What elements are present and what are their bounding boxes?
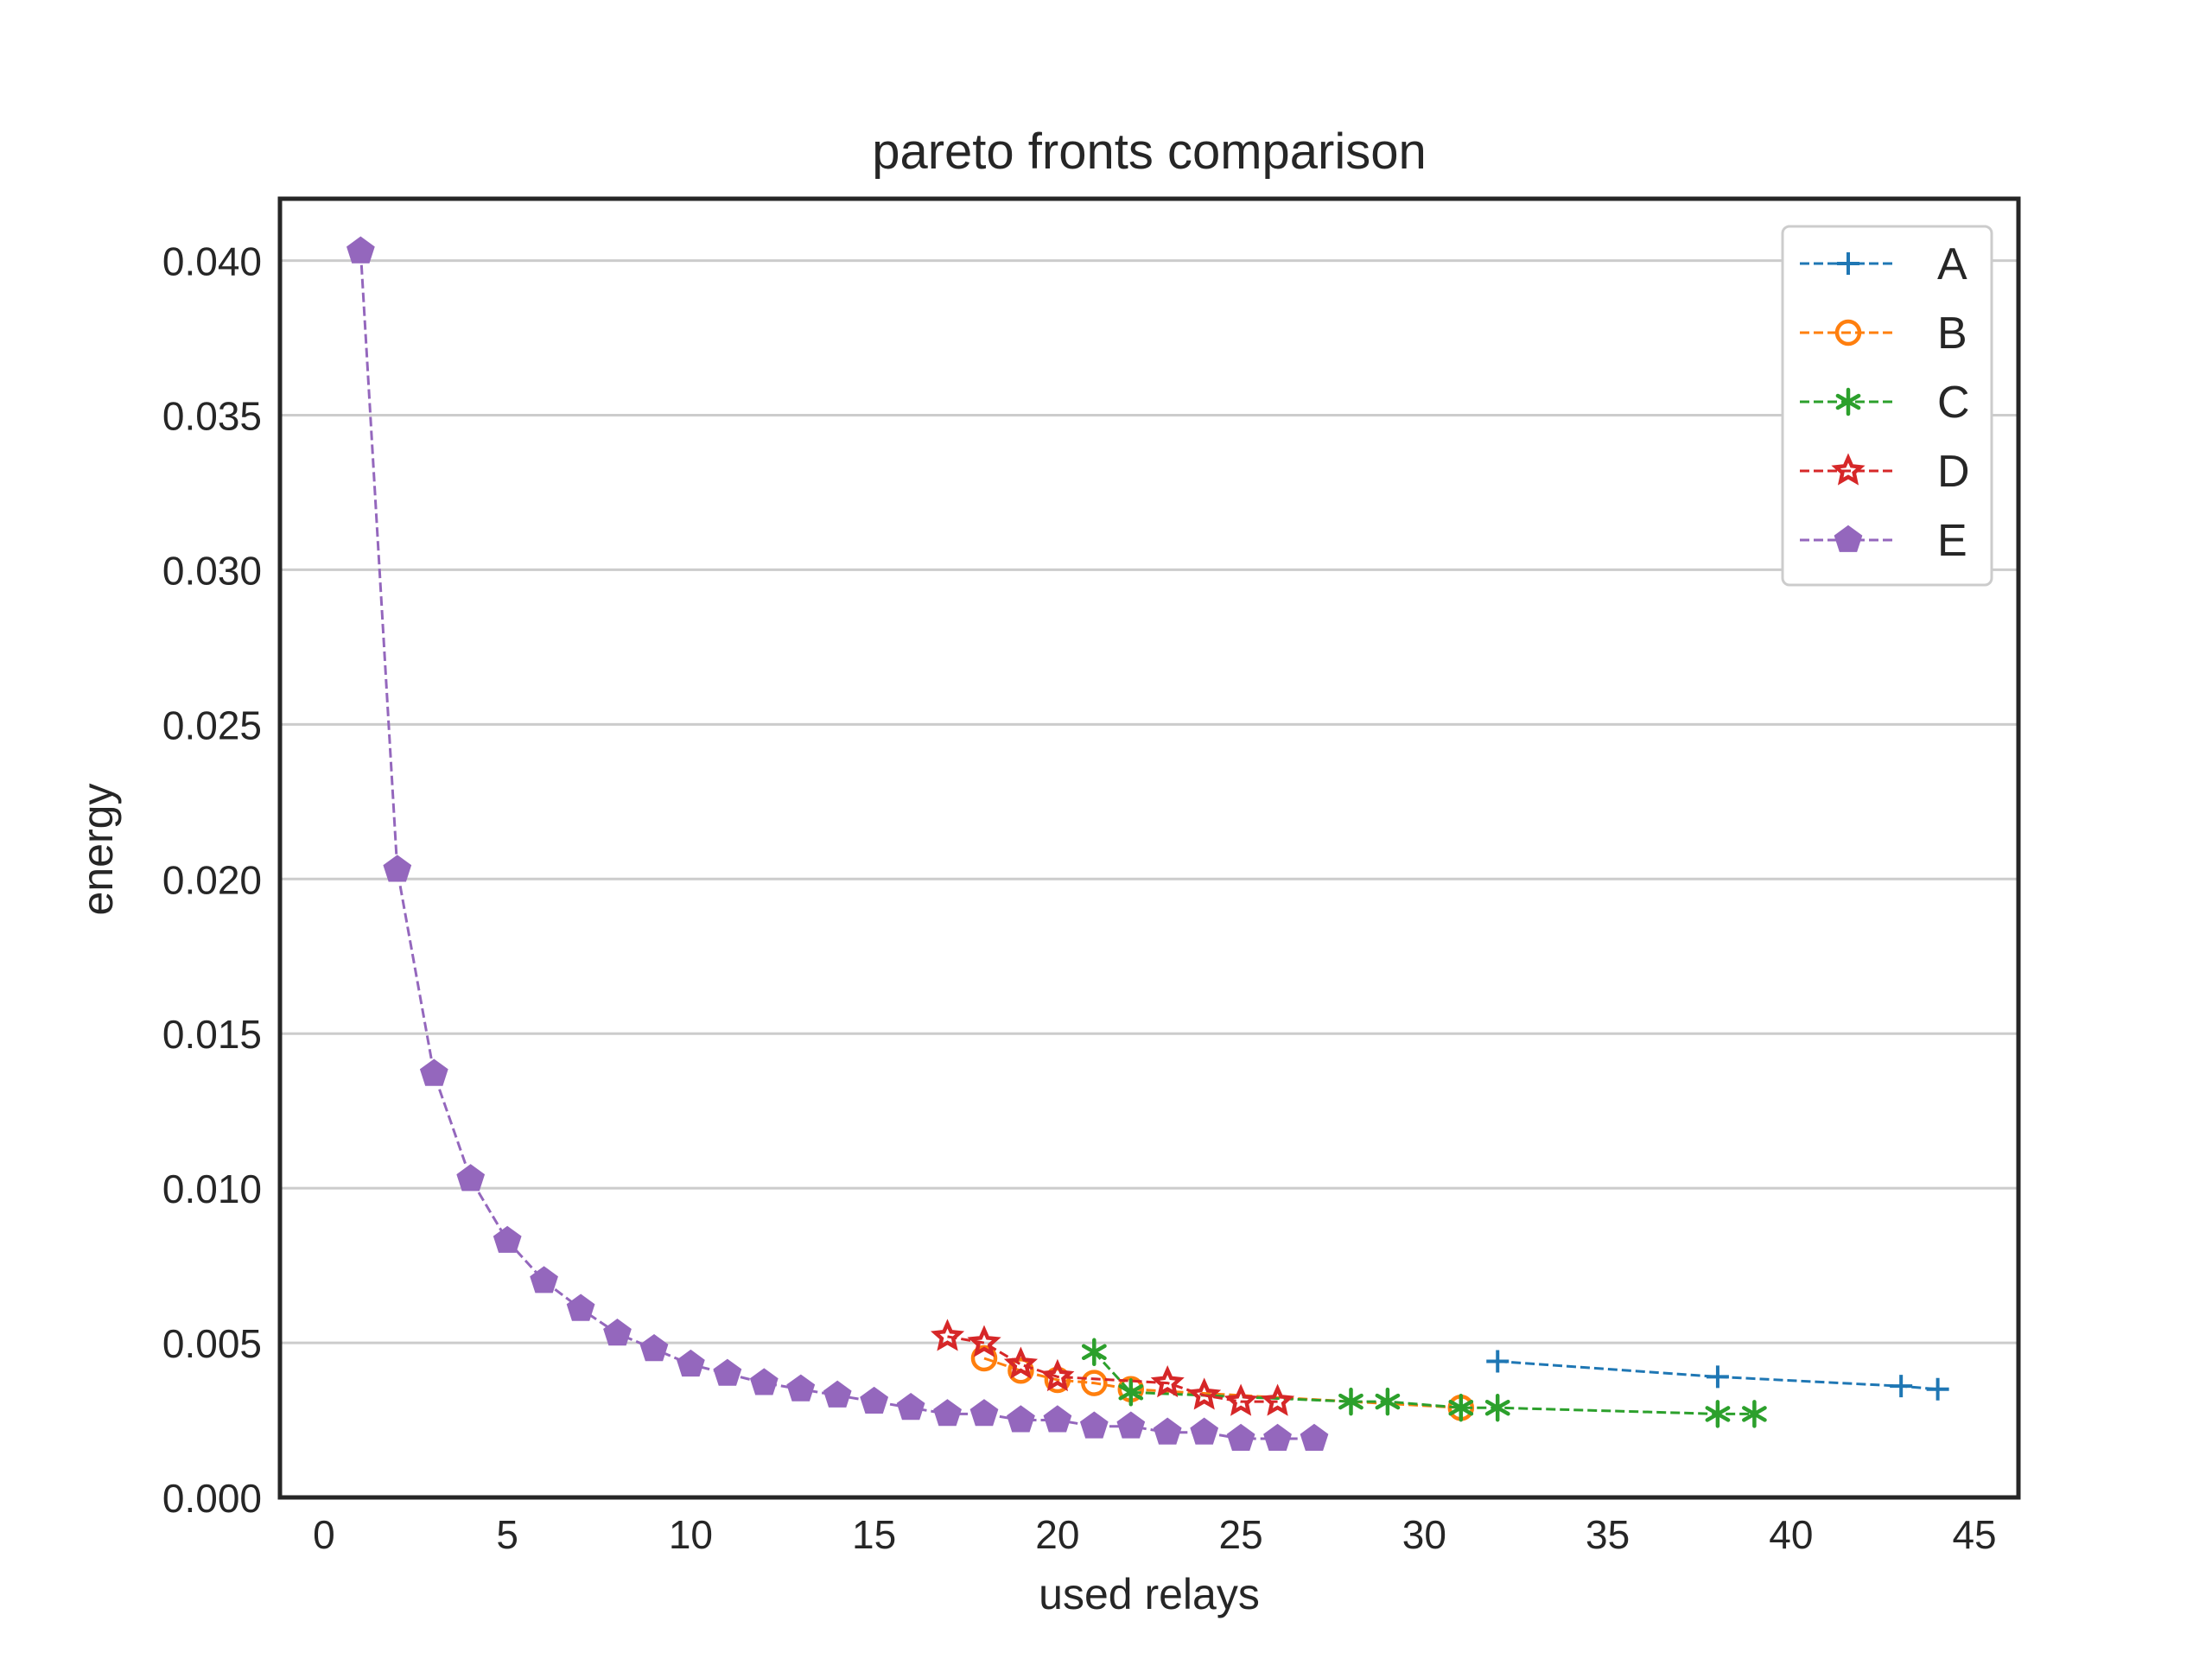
data-point-e	[1116, 1411, 1146, 1439]
data-point-b	[1007, 1357, 1034, 1384]
data-point-e	[823, 1380, 852, 1408]
data-point-c	[1448, 1393, 1474, 1422]
x-tick-label: 45	[1952, 1512, 1996, 1557]
legend-marker	[1834, 524, 1863, 552]
x-tick-label: 30	[1402, 1512, 1446, 1557]
data-point-c	[1742, 1400, 1767, 1428]
data-point-e	[1043, 1405, 1072, 1433]
legend-marker	[1835, 387, 1861, 416]
data-point-d	[1260, 1383, 1295, 1416]
data-point-e	[603, 1319, 632, 1346]
data-point-e	[383, 855, 412, 882]
data-point-e	[1263, 1423, 1292, 1451]
y-tick-label: 0.020	[162, 857, 262, 902]
y-tick-label: 0.015	[162, 1012, 262, 1057]
data-point-e	[1079, 1411, 1109, 1439]
series-line-c	[1093, 1351, 1755, 1415]
data-point-a	[1706, 1365, 1729, 1389]
legend-marker	[1834, 319, 1862, 346]
y-tick-label: 0.030	[162, 548, 262, 593]
legend-box	[1781, 225, 1993, 587]
data-point-e	[1153, 1417, 1182, 1445]
legend-marker	[1837, 252, 1859, 275]
x-tick-label: 15	[852, 1512, 896, 1557]
data-point-d	[1040, 1358, 1075, 1392]
series-layer	[346, 236, 1949, 1451]
data-point-e	[677, 1349, 705, 1377]
legend-entry-c: C	[1800, 378, 1970, 428]
data-point-c	[1484, 1393, 1510, 1422]
x-tick-label: 5	[496, 1512, 518, 1557]
legend-label: C	[1937, 378, 1970, 428]
legend-label: E	[1937, 516, 1967, 566]
series-d	[930, 1319, 1295, 1416]
data-point-d	[967, 1325, 1001, 1357]
x-axis-label: used relays	[1039, 1570, 1260, 1618]
plot-frame	[277, 196, 2021, 1500]
y-tick-label: 0.000	[162, 1476, 262, 1521]
x-tick-label: 25	[1219, 1512, 1263, 1557]
y-tick-label: 0.010	[162, 1166, 262, 1211]
data-point-e	[566, 1294, 595, 1321]
tick-labels: 0.000 0.005 0.010 0.015 0.020 0.025 0.030 0.035…	[162, 239, 1997, 1557]
y-tick-label: 0.040	[162, 239, 262, 284]
data-point-e	[969, 1399, 999, 1427]
data-point-c	[1118, 1378, 1144, 1407]
y-tick-label: 0.035	[162, 394, 262, 439]
data-point-e	[933, 1399, 962, 1427]
y-tick-label: 0.025	[162, 702, 262, 747]
x-tick-label: 20	[1035, 1512, 1079, 1557]
data-point-d	[1187, 1377, 1222, 1410]
x-tick-label: 40	[1769, 1512, 1813, 1557]
legend-entry-d: D	[1800, 447, 1970, 497]
legend-label: A	[1937, 239, 1967, 289]
data-point-c	[1375, 1387, 1401, 1416]
data-point-e	[896, 1392, 925, 1421]
series-a	[1486, 1350, 1949, 1401]
data-point-e	[749, 1368, 779, 1395]
legend-entry-b: B	[1800, 308, 1967, 359]
legend-marker	[1831, 453, 1866, 486]
data-point-a	[1926, 1377, 1949, 1401]
data-point-b	[1081, 1370, 1108, 1396]
data-point-e	[786, 1374, 816, 1402]
data-point-c	[1081, 1338, 1107, 1367]
data-point-e	[1190, 1417, 1219, 1445]
x-tick-label: 0	[313, 1512, 335, 1557]
x-tick-label: 35	[1586, 1512, 1630, 1557]
data-point-e	[639, 1333, 669, 1362]
chart-title: pareto fronts comparison	[872, 124, 1427, 180]
data-point-a	[1890, 1375, 1913, 1398]
data-point-e	[1226, 1423, 1255, 1451]
y-axis-label: energy	[73, 784, 122, 916]
data-point-e	[530, 1266, 558, 1294]
data-point-d	[1224, 1383, 1258, 1416]
series-line-a	[1497, 1360, 1938, 1391]
series-c	[1081, 1338, 1767, 1428]
legend-label: B	[1937, 308, 1967, 359]
data-point-e	[860, 1386, 889, 1414]
data-point-e	[493, 1225, 522, 1253]
data-point-e	[1007, 1405, 1035, 1433]
data-point-e	[713, 1358, 742, 1386]
data-point-a	[1486, 1350, 1510, 1373]
legend-entry-a: A	[1800, 239, 1967, 289]
data-point-e	[456, 1164, 486, 1192]
data-point-c	[1705, 1400, 1731, 1428]
data-point-e	[419, 1058, 448, 1086]
legend-entry-e: E	[1800, 516, 1967, 566]
data-point-d	[930, 1319, 965, 1351]
data-point-d	[1003, 1346, 1039, 1379]
y-tick-label: 0.005	[162, 1321, 262, 1366]
data-point-e	[346, 236, 375, 264]
series-e	[346, 236, 1329, 1451]
data-point-d	[1150, 1365, 1185, 1398]
legend-label: D	[1937, 447, 1970, 497]
data-point-c	[1338, 1387, 1363, 1416]
x-tick-label: 10	[669, 1512, 713, 1557]
data-point-e	[1300, 1423, 1329, 1451]
